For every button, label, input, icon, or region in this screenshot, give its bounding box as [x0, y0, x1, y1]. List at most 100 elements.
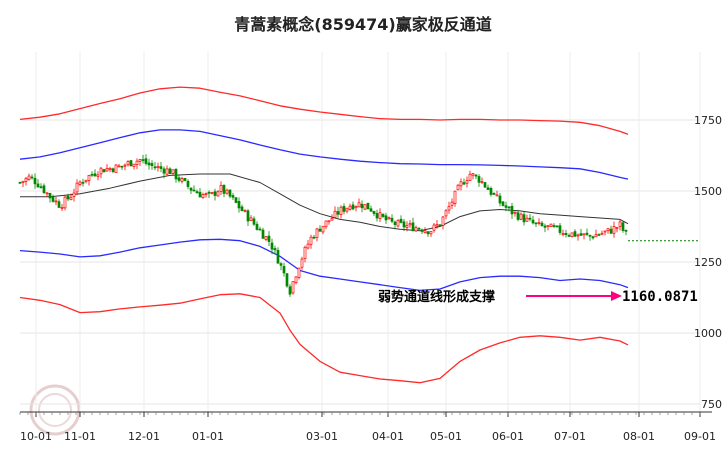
candle-body — [126, 161, 130, 166]
candle-body — [381, 213, 385, 217]
candle-body — [498, 195, 502, 204]
candle-body — [546, 225, 550, 227]
candle-body — [300, 258, 304, 268]
candle-body — [84, 179, 88, 182]
candle-body — [609, 228, 613, 234]
candle-body — [489, 187, 493, 195]
candle-body — [345, 207, 349, 212]
candle-body — [330, 217, 334, 221]
candle-body — [201, 194, 205, 198]
candle-body — [597, 234, 601, 236]
candle-body — [222, 184, 226, 194]
candle-body — [291, 281, 295, 294]
candle-body — [231, 195, 235, 198]
candle-body — [453, 190, 457, 204]
candle-body — [198, 191, 202, 198]
candle-body — [417, 227, 421, 230]
candle-body — [279, 263, 283, 266]
y-tick-label: 1500 — [694, 185, 722, 198]
candle-body — [255, 223, 259, 230]
candle-body — [555, 225, 559, 228]
watermark-logo-icon — [29, 384, 81, 436]
candle-body — [288, 286, 292, 295]
candle-body — [510, 205, 514, 215]
candle-body — [120, 165, 124, 168]
candle-body — [216, 191, 220, 197]
y-tick-label: 750 — [701, 398, 722, 411]
candle-body — [213, 191, 217, 196]
candle-body — [237, 201, 241, 209]
candle-body — [165, 168, 169, 175]
candle-body — [438, 224, 442, 227]
annotation-value: 1160.0871 — [622, 289, 698, 305]
candle-body — [306, 243, 310, 249]
candle-body — [528, 217, 532, 220]
candle-body — [354, 206, 358, 209]
x-tick-label: 03-01 — [306, 430, 338, 443]
candle-body — [261, 229, 265, 239]
channel-bands — [19, 86, 629, 384]
candle-body — [303, 246, 307, 259]
candle-body — [561, 233, 565, 235]
candle-body — [426, 231, 430, 235]
candle-body — [558, 225, 562, 233]
candle-body — [420, 229, 424, 232]
candle-body — [378, 212, 382, 219]
candle-body — [474, 174, 478, 177]
candle-body — [519, 213, 523, 220]
candle-body — [87, 175, 91, 181]
candle-body — [123, 164, 127, 167]
candle-body — [27, 175, 31, 180]
candle-body — [513, 211, 517, 214]
candle-body — [102, 169, 106, 173]
candle-body — [531, 219, 535, 224]
candle-body — [621, 222, 625, 231]
candle-body — [45, 192, 49, 195]
candle-body — [405, 225, 409, 228]
candle-body — [264, 236, 268, 240]
candle-body — [462, 182, 466, 185]
candle-body — [399, 218, 403, 223]
candle-body — [132, 163, 136, 167]
candle-body — [273, 248, 277, 251]
candle-body — [492, 193, 496, 195]
candle-body — [579, 233, 583, 236]
x-tick-label: 07-01 — [554, 430, 586, 443]
candle-body — [144, 158, 148, 164]
candle-body — [327, 220, 331, 223]
candle-body — [294, 276, 298, 284]
y-tick-label: 1250 — [694, 256, 722, 269]
candle-body — [228, 189, 232, 197]
candle-body — [624, 229, 628, 232]
candle-body — [57, 201, 61, 208]
candle-body — [54, 200, 58, 203]
candle-body — [249, 217, 253, 221]
band-line-lower-inner — [19, 238, 629, 292]
candle-body — [567, 235, 571, 237]
candle-body — [585, 232, 589, 235]
candle-body — [30, 176, 34, 179]
candle-body — [465, 180, 469, 184]
candle-body — [219, 185, 223, 192]
band-line-upper-inner — [19, 129, 629, 180]
candle-body — [75, 182, 79, 193]
candle-body — [63, 196, 67, 209]
candle-body — [435, 224, 439, 227]
candle-body — [369, 208, 373, 212]
candle-body — [507, 206, 511, 209]
candle-body — [192, 189, 196, 192]
candle-body — [576, 234, 580, 237]
candle-body — [276, 249, 280, 264]
candle-body — [240, 206, 244, 212]
candle-body — [372, 210, 376, 214]
x-tick-label: 10-01 — [20, 430, 52, 443]
price-candles — [18, 154, 700, 297]
candle-body — [540, 222, 544, 227]
candle-body — [312, 236, 316, 239]
candle-body — [111, 168, 115, 172]
candle-body — [618, 221, 622, 227]
candle-body — [351, 204, 355, 210]
candle-body — [516, 212, 520, 220]
x-axis: 10-01 11-01 12-01 01-01 03-01 04-01 05-01 06-01… — [19, 411, 716, 443]
candle-body — [60, 207, 64, 209]
